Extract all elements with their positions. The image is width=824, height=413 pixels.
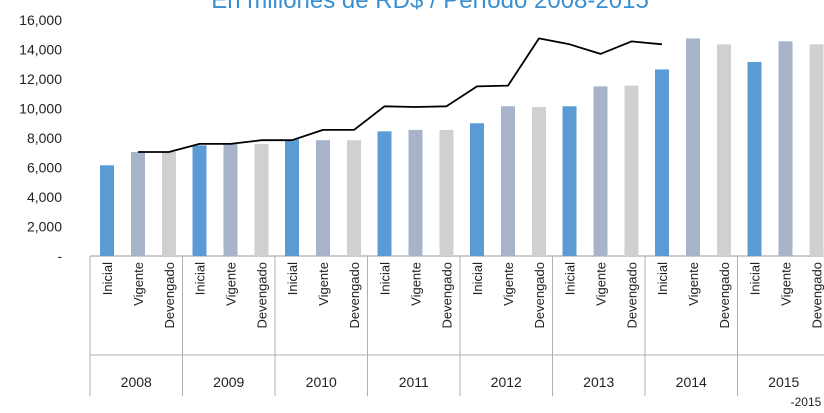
bar-vigente-2015 — [779, 41, 793, 256]
bar-vigente-2008 — [131, 152, 145, 256]
chart-title: En millones de RD$ / Período 2008-2015 — [130, 0, 730, 15]
category-label: Inicial — [563, 262, 578, 295]
bar-devengado-2012 — [532, 107, 546, 256]
bar-inicial-2008 — [100, 165, 114, 256]
year-label-2010: 2010 — [306, 374, 337, 390]
bar-devengado-2015 — [810, 44, 824, 256]
bar-vigente-2011 — [409, 130, 423, 256]
category-label: Devengado — [440, 262, 455, 329]
bar-devengado-2011 — [440, 130, 454, 256]
year-label-2009: 2009 — [213, 374, 244, 390]
y-tick-label: 6,000 — [27, 160, 62, 176]
y-tick-label: 8,000 — [27, 130, 62, 146]
y-tick-label: 12,000 — [19, 71, 62, 87]
category-label: Devengado — [255, 262, 270, 329]
bar-inicial-2014 — [655, 69, 669, 256]
y-tick-label: - — [57, 248, 62, 264]
category-label: Inicial — [378, 262, 393, 295]
bar-inicial-2010 — [285, 139, 299, 256]
year-label-2012: 2012 — [491, 374, 522, 390]
category-label: Inicial — [748, 262, 763, 295]
year-label-2014: 2014 — [676, 374, 707, 390]
category-label: Inicial — [470, 262, 485, 295]
category-label: Devengado — [625, 262, 640, 329]
y-tick-label: 14,000 — [19, 42, 62, 58]
bar-devengado-2010 — [347, 140, 361, 256]
category-label: Inicial — [193, 262, 208, 295]
bar-inicial-2009 — [193, 145, 207, 256]
category-label: Inicial — [100, 262, 115, 295]
category-label: Inicial — [285, 262, 300, 295]
y-tick-label: 4,000 — [27, 189, 62, 205]
category-label: Devengado — [162, 262, 177, 329]
category-label: Vigente — [501, 262, 516, 306]
bar-devengado-2009 — [255, 144, 269, 256]
bar-vigente-2012 — [501, 106, 515, 256]
bar-vigente-2010 — [316, 140, 330, 256]
year-label-2015: 2015 — [768, 374, 799, 390]
bar-vigente-2014 — [686, 38, 700, 256]
year-label-2013: 2013 — [583, 374, 614, 390]
category-label: Vigente — [409, 262, 424, 306]
bar-vigente-2009 — [224, 144, 238, 256]
bar-inicial-2011 — [378, 131, 392, 256]
y-tick-label: 16,000 — [19, 12, 62, 28]
category-label: Vigente — [224, 262, 239, 306]
year-label-2011: 2011 — [399, 374, 429, 390]
bar-inicial-2015 — [748, 62, 762, 256]
bar-devengado-2008 — [162, 152, 176, 256]
category-label: Devengado — [717, 262, 732, 329]
y-tick-label: 10,000 — [19, 101, 62, 117]
category-label: Vigente — [594, 262, 609, 306]
bar-devengado-2013 — [625, 86, 639, 256]
category-label: Inicial — [655, 262, 670, 295]
category-label: Devengado — [810, 262, 824, 329]
bar-inicial-2012 — [470, 123, 484, 256]
category-label: Devengado — [347, 262, 362, 329]
category-label: Vigente — [131, 262, 146, 306]
bar-vigente-2013 — [594, 86, 608, 256]
category-label: Devengado — [532, 262, 547, 329]
bar-inicial-2013 — [563, 106, 577, 256]
category-label: Vigente — [686, 262, 701, 306]
year-label-2008: 2008 — [121, 374, 152, 390]
y-tick-label: 2,000 — [27, 219, 62, 235]
category-label: Vigente — [779, 262, 794, 306]
bar-devengado-2014 — [717, 44, 731, 256]
year-footnote: -2015 — [791, 395, 822, 408]
trend-line — [138, 38, 662, 152]
category-label: Vigente — [316, 262, 331, 306]
